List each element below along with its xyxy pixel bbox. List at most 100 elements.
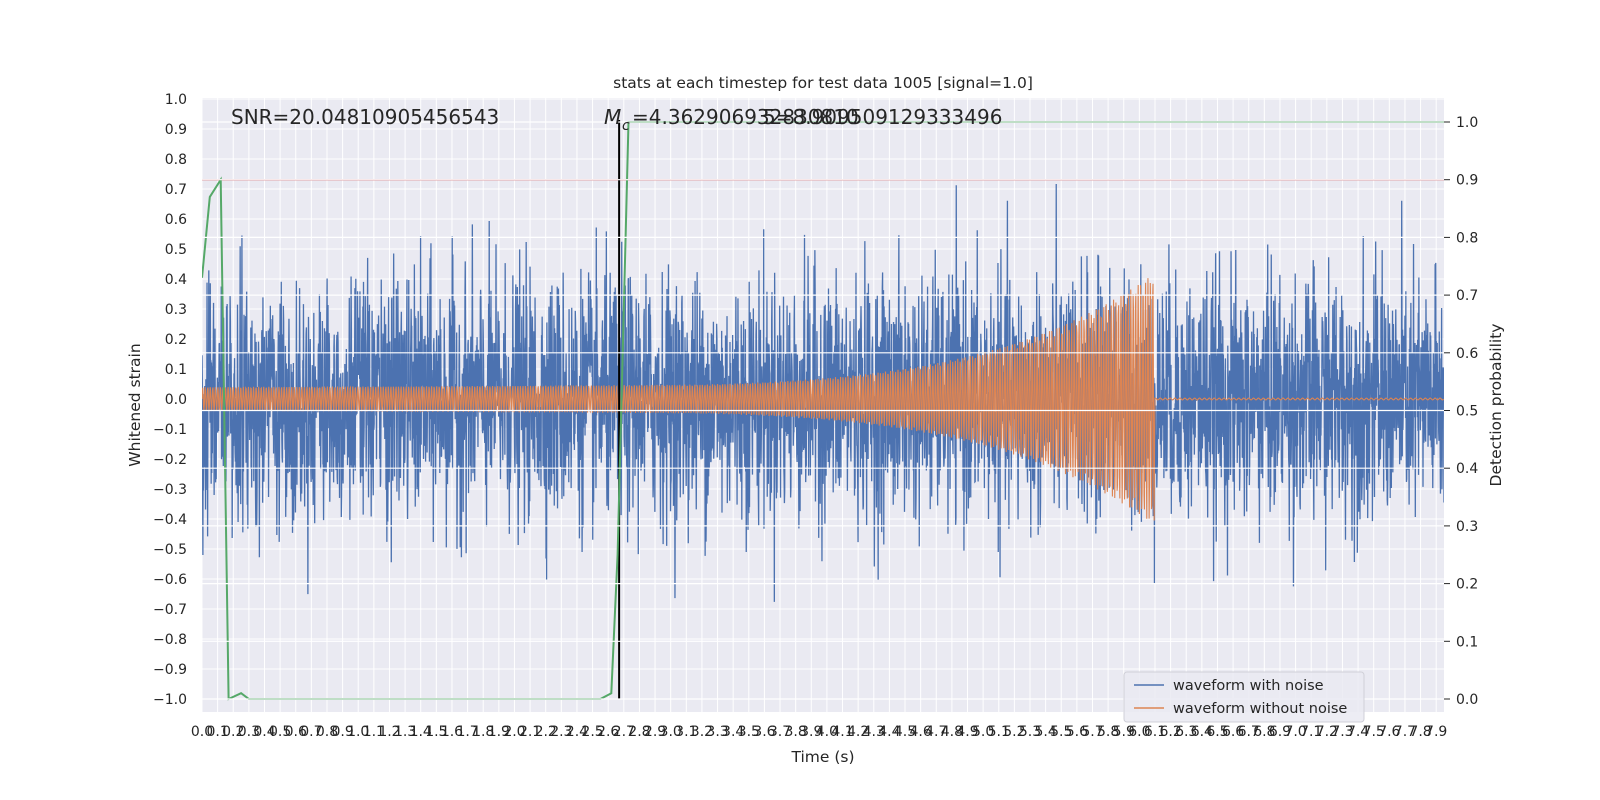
x-tick-label: 3.5 (738, 724, 760, 740)
x-tick-label: 3.8 (785, 724, 807, 740)
x-axis-ticks: 0.00.10.20.30.40.50.60.70.80.91.01.11.21… (191, 724, 1447, 740)
x-tick-label: 7.2 (1316, 724, 1338, 740)
x-tick-label: 5.3 (1019, 724, 1041, 740)
x-tick-label: 1.7 (456, 724, 478, 740)
x-tick-label: 2.5 (581, 724, 603, 740)
y-tick-label: −1.0 (153, 692, 187, 708)
x-tick-label: 2.2 (535, 724, 557, 740)
x-tick-label: 6.3 (1175, 724, 1197, 740)
x-tick-label: 6.1 (1144, 724, 1166, 740)
x-tick-label: 7.5 (1363, 724, 1385, 740)
x-tick-label: 3.9 (800, 724, 822, 740)
y-tick-label: −0.7 (153, 602, 187, 618)
y2-tick-label: 0.2 (1456, 577, 1478, 593)
y-tick-label: −0.5 (153, 542, 187, 558)
x-tick-label: 7.1 (1300, 724, 1322, 740)
x-tick-label: 4.8 (941, 724, 963, 740)
y2-tick-label: 1.0 (1456, 115, 1478, 131)
x-tick-label: 5.7 (1081, 724, 1103, 740)
x-tick-label: 7.3 (1331, 724, 1353, 740)
x-tick-label: 6.2 (1159, 724, 1181, 740)
x-tick-label: 6.6 (1222, 724, 1244, 740)
x-tick-label: 0.1 (206, 724, 228, 740)
y-tick-label: −0.8 (153, 632, 187, 648)
mc-overlap-annotation: 5=8.909509129333496 (763, 105, 1002, 129)
y-tick-label: 0.2 (165, 332, 187, 348)
x-tick-label: 3.2 (691, 724, 713, 740)
x-tick-label: 5.2 (1003, 724, 1025, 740)
x-tick-label: 5.5 (1050, 724, 1072, 740)
x-tick-label: 6.7 (1238, 724, 1260, 740)
x-tick-label: 1.6 (441, 724, 463, 740)
x-tick-label: 5.8 (1097, 724, 1119, 740)
y-axis-label: Whitened strain (126, 343, 144, 466)
x-tick-label: 7.6 (1378, 724, 1400, 740)
x-tick-label: 0.4 (253, 724, 275, 740)
x-tick-label: 0.9 (331, 724, 353, 740)
legend-label-clean: waveform without noise (1173, 701, 1347, 717)
y-tick-label: 0.7 (165, 182, 187, 198)
snr-annotation: SNR=20.04810905456543 (231, 105, 499, 129)
x-tick-label: 7.9 (1425, 724, 1447, 740)
x-tick-label: 3.0 (660, 724, 682, 740)
y2-tick-label: 0.6 (1456, 346, 1478, 362)
x-tick-label: 3.6 (753, 724, 775, 740)
x-tick-label: 3.7 (769, 724, 791, 740)
x-tick-label: 5.9 (1113, 724, 1135, 740)
legend: waveform with noise waveform without noi… (1123, 671, 1365, 723)
y2-tick-label: 0.9 (1456, 173, 1478, 189)
legend-label-noise: waveform with noise (1173, 678, 1324, 694)
x-tick-label: 4.5 (894, 724, 916, 740)
x-tick-label: 7.7 (1394, 724, 1416, 740)
x-tick-label: 6.9 (1269, 724, 1291, 740)
y-tick-label: 1.0 (165, 92, 187, 108)
y2-tick-label: 0.1 (1456, 634, 1478, 650)
x-tick-label: 3.1 (675, 724, 697, 740)
y-tick-label: −0.9 (153, 662, 187, 678)
x-tick-label: 1.4 (410, 724, 432, 740)
y2-tick-label: 0.8 (1456, 230, 1478, 246)
mc-subscript: c (622, 118, 630, 134)
y2-tick-label: 0.7 (1456, 288, 1478, 304)
x-tick-label: 1.8 (472, 724, 494, 740)
y-tick-label: 0.0 (165, 392, 187, 408)
x-tick-label: 3.3 (706, 724, 728, 740)
y2-grid-lines (202, 121, 1444, 700)
x-tick-label: 6.5 (1206, 724, 1228, 740)
x-tick-label: 0.0 (191, 724, 213, 740)
x-tick-label: 1.1 (363, 724, 385, 740)
series-waveform-with-noise (202, 183, 1444, 602)
x-tick-label: 2.9 (644, 724, 666, 740)
x-tick-label: 0.8 (316, 724, 338, 740)
y-tick-label: 0.5 (165, 242, 187, 258)
y-tick-label: 0.6 (165, 212, 187, 228)
x-tick-label: 5.6 (1066, 724, 1088, 740)
x-tick-label: 4.6 (910, 724, 932, 740)
x-tick-label: 2.8 (628, 724, 650, 740)
y2-tick-label: 0.5 (1456, 404, 1478, 420)
y2-tick-label: 0.3 (1456, 519, 1478, 535)
x-tick-label: 1.3 (394, 724, 416, 740)
legend-box (1123, 671, 1365, 723)
y-tick-label: 0.1 (165, 362, 187, 378)
y2-tick-label: 0.0 (1456, 692, 1478, 708)
x-tick-label: 7.4 (1347, 724, 1369, 740)
x-tick-label: 4.1 (831, 724, 853, 740)
x-tick-label: 4.4 (878, 724, 900, 740)
x-tick-label: 0.3 (238, 724, 260, 740)
x-tick-label: 4.3 (863, 724, 885, 740)
x-tick-label: 5.0 (972, 724, 994, 740)
x-tick-label: 1.0 (347, 724, 369, 740)
y-tick-label: 0.4 (165, 272, 187, 288)
x-tick-label: 7.8 (1409, 724, 1431, 740)
x-tick-label: 2.6 (597, 724, 619, 740)
x-tick-label: 4.7 (925, 724, 947, 740)
y-tick-label: 0.8 (165, 152, 187, 168)
x-tick-label: 1.2 (378, 724, 400, 740)
x-tick-label: 2.1 (519, 724, 541, 740)
x-tick-label: 6.0 (1128, 724, 1150, 740)
x-tick-label: 6.4 (1191, 724, 1213, 740)
y-tick-label: 0.9 (165, 122, 187, 138)
x-tick-label: 0.6 (285, 724, 307, 740)
